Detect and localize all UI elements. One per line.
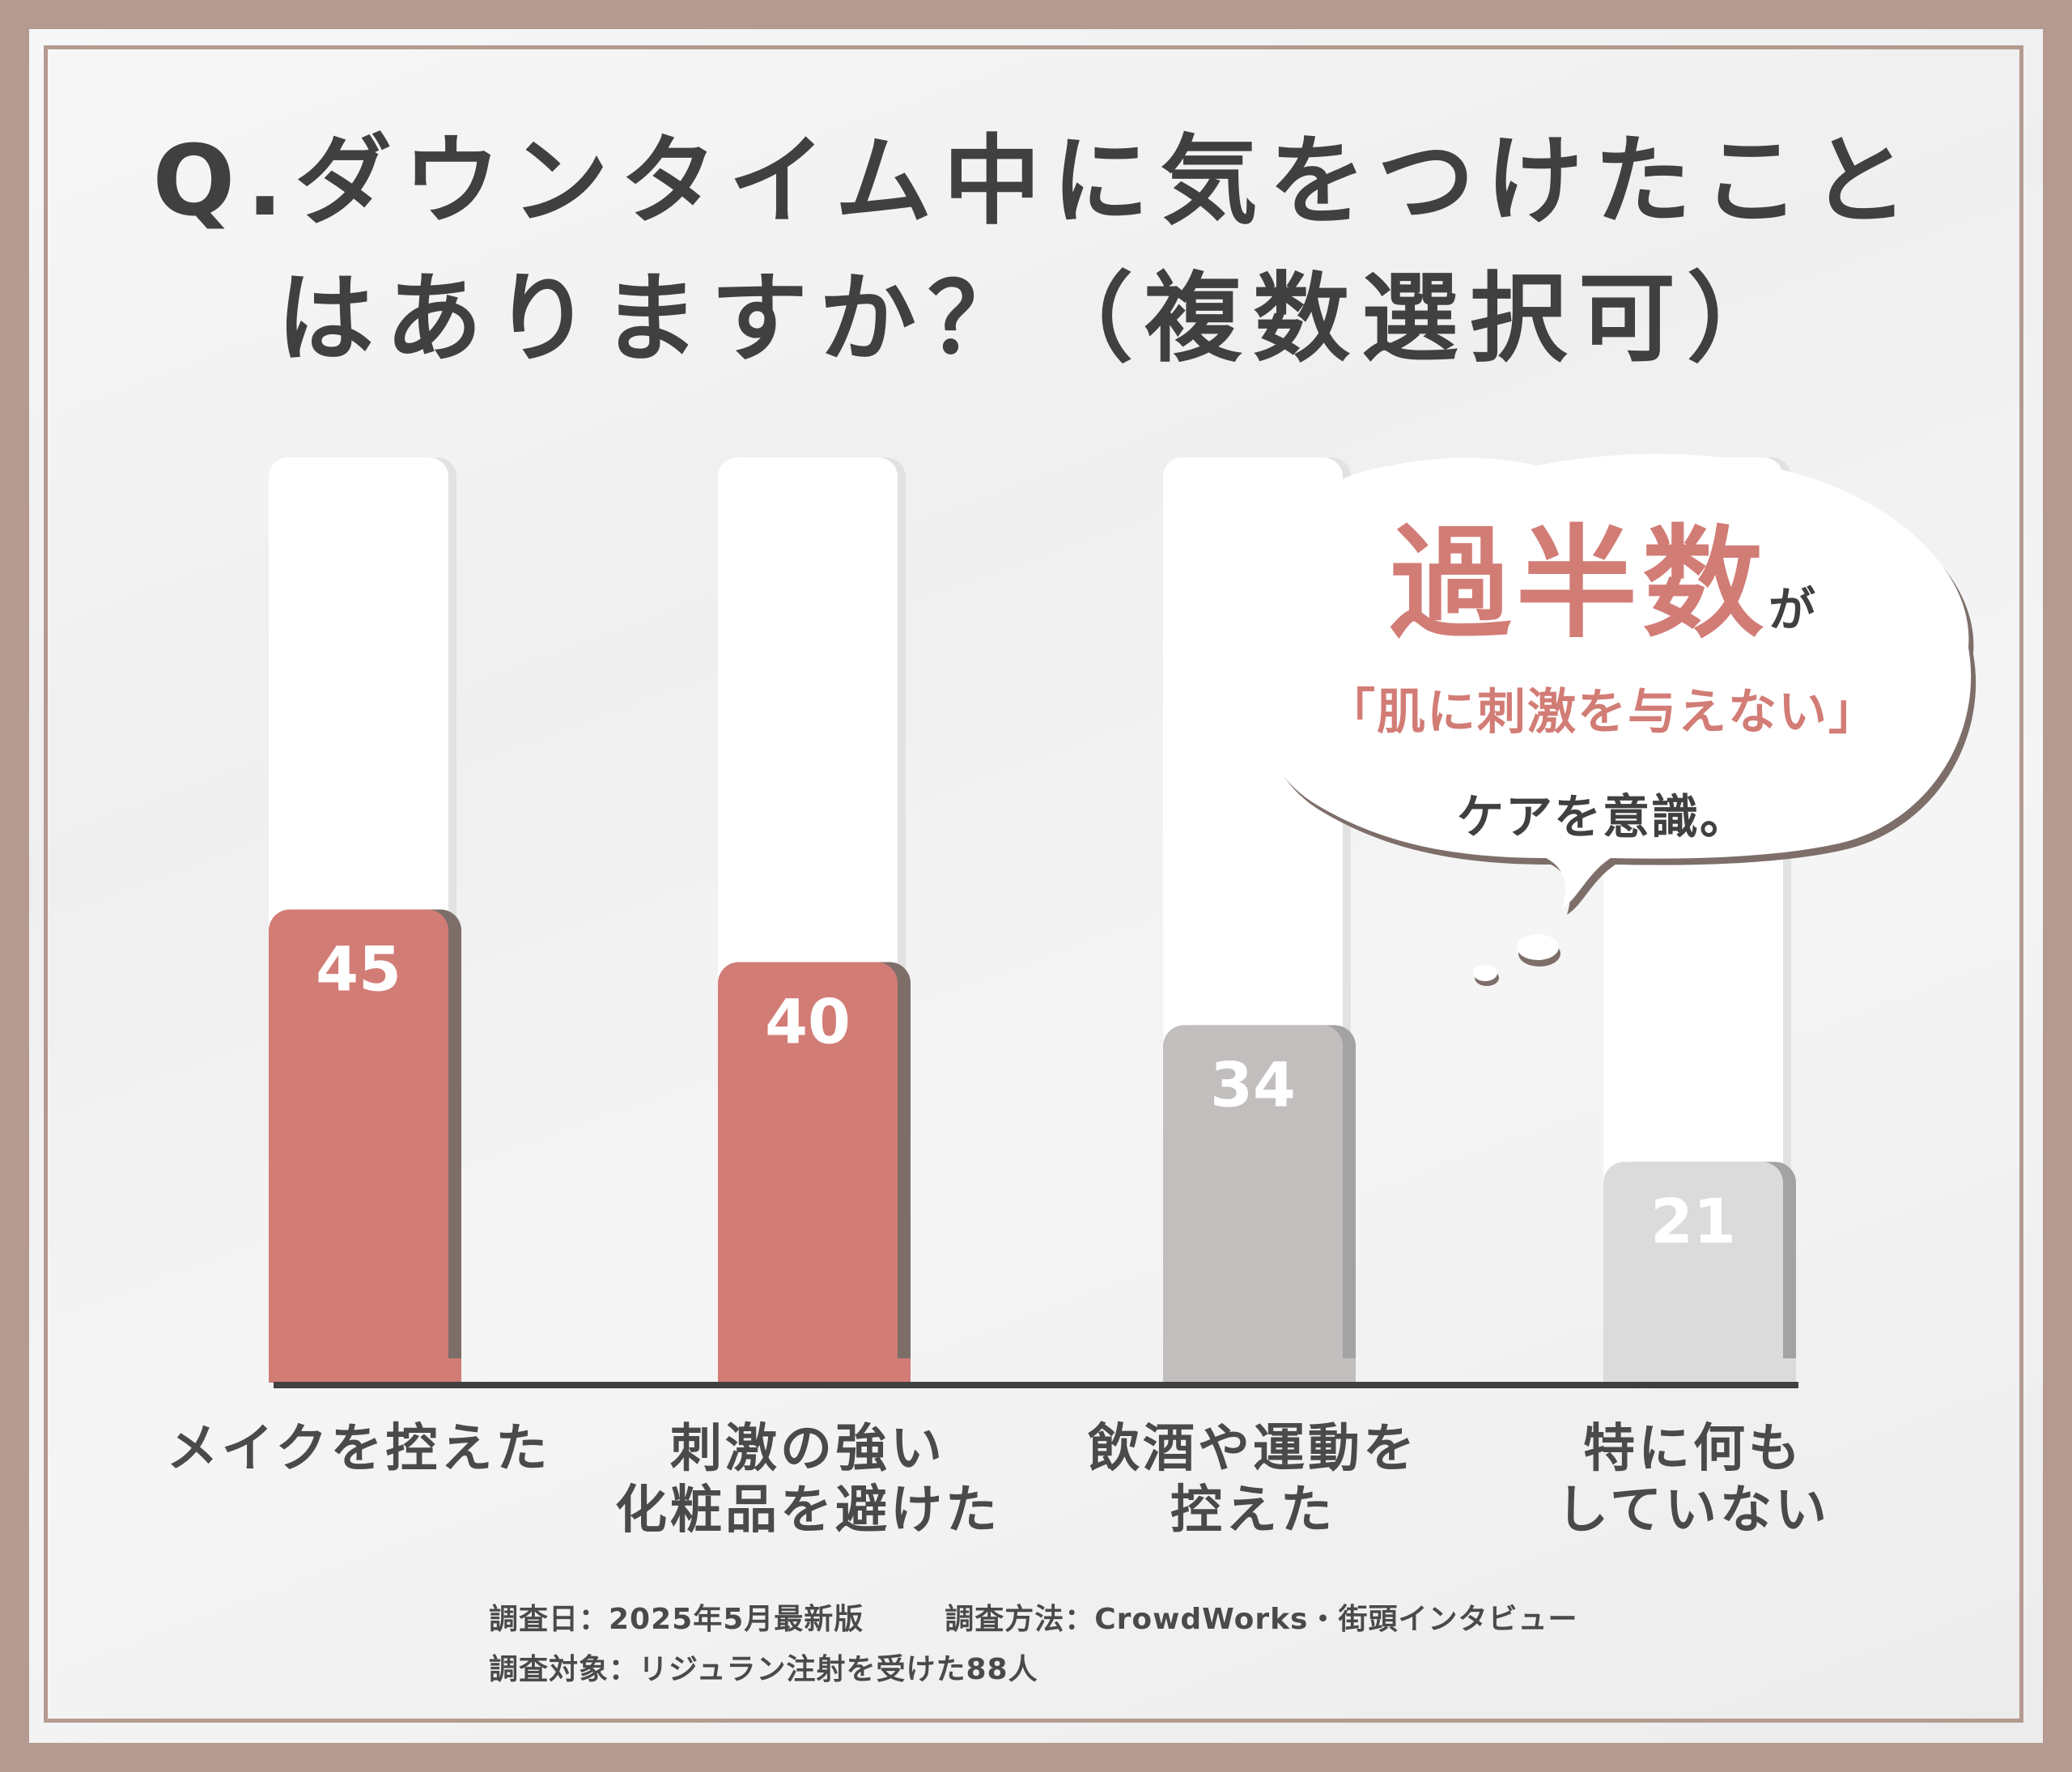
speech-bubble <box>1251 453 1976 986</box>
category-label: 飲酒や運動を 控えた <box>1042 1418 1463 1541</box>
chart-title: Q.ダウンタイム中に気をつけたこと はありますか？（複数選択可） <box>0 113 2072 389</box>
bar-base <box>269 1358 461 1383</box>
bar-value-label: 34 <box>1210 1048 1296 1120</box>
category-label-line: 控えた <box>1170 1481 1335 1540</box>
bubble-dot-large <box>1517 934 1559 960</box>
bubble-particle: が <box>1768 582 1816 637</box>
bar-base <box>1603 1358 1796 1383</box>
bar <box>718 962 898 1383</box>
footnote-target: 調査対象：リジュラン注射を受けた88人 <box>489 1653 1038 1686</box>
bar <box>1163 1025 1343 1383</box>
bubble-care: ケアを意識。 <box>1456 789 1748 844</box>
footnote-line-1: 調査日：2025年5月最新版 調査方法：CrowdWorks・街頭インタビュー <box>489 1595 1577 1645</box>
category-label: メイクを控えた <box>148 1418 569 1480</box>
category-label-line: 化粧品を避けた <box>615 1481 1000 1540</box>
bar <box>1603 1162 1783 1383</box>
title-line-2: はありますか？（複数選択可） <box>277 263 1795 376</box>
bubble-dot-small <box>1473 965 1497 981</box>
category-label-line: 刺激の強い <box>670 1419 945 1479</box>
bar <box>269 909 448 1383</box>
title-line-1: Q.ダウンタイム中に気をつけたこと <box>152 125 1920 238</box>
category-label-line: 特に何も <box>1583 1419 1803 1479</box>
bar-value-label: 45 <box>316 933 401 1005</box>
bubble-highlight: 過半数 <box>1389 514 1768 655</box>
category-label-line: メイクを控えた <box>166 1419 551 1479</box>
bars: 45 40 34 21 <box>269 909 1796 1383</box>
bar-value-label: 40 <box>765 985 851 1057</box>
bar-value-label: 21 <box>1650 1185 1736 1257</box>
category-label: 刺激の強い 化粧品を避けた <box>597 1418 1018 1541</box>
footnote-line-2: 調査対象：リジュラン注射を受けた88人 <box>489 1645 1577 1695</box>
bar-base <box>1163 1358 1356 1383</box>
card-border <box>44 45 2023 1723</box>
bar-base <box>718 1358 911 1383</box>
footnote-method: 調査方法：CrowdWorks・街頭インタビュー <box>945 1603 1578 1636</box>
footnote-date: 調査日：2025年5月最新版 <box>489 1603 864 1636</box>
bubble-body <box>1251 453 1972 908</box>
bubble-text: 過半数が 「肌に刺激を与えない」 ケアを意識。 <box>1263 486 1942 847</box>
category-label: 特に何も していない <box>1483 1418 1904 1541</box>
bubble-quote: 「肌に刺激を与えない」 <box>1327 684 1879 741</box>
category-label-line: 飲酒や運動を <box>1088 1419 1418 1479</box>
survey-footnote: 調査日：2025年5月最新版 調査方法：CrowdWorks・街頭インタビュー 調… <box>489 1595 1577 1695</box>
category-label-line: していない <box>1556 1481 1831 1540</box>
